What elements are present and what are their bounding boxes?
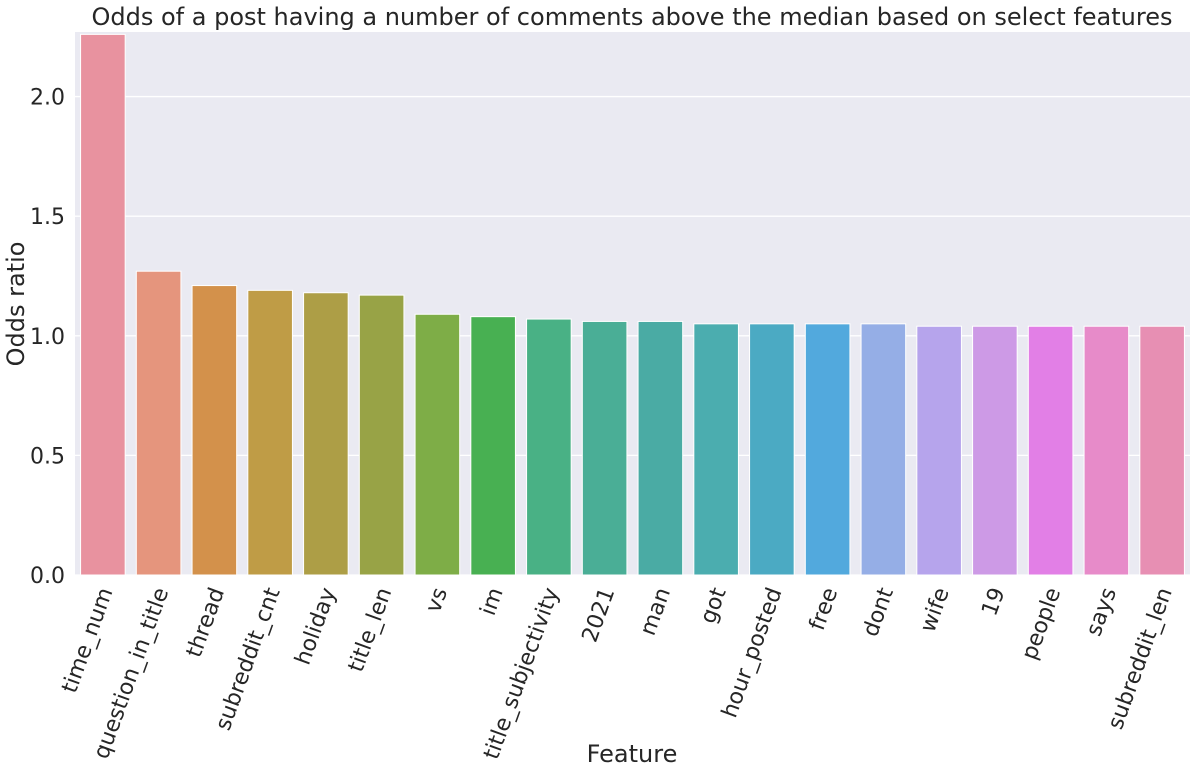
bar-man (637, 320, 684, 576)
x-tick-label: wife (916, 585, 955, 636)
x-tick-label: time_num (57, 585, 118, 697)
bar-says (1083, 325, 1130, 576)
bar-free (804, 323, 851, 576)
bar-subreddit_len (1139, 325, 1185, 576)
y-tick-label: 0.0 (30, 564, 65, 589)
bar-people (1027, 325, 1074, 576)
bar-dont (860, 323, 907, 576)
bar-vs (414, 313, 461, 576)
bar-subreddit_cnt (247, 289, 293, 576)
bar-wife (916, 325, 962, 576)
x-tick-label: says (1082, 585, 1122, 640)
bar-time_num (80, 33, 126, 576)
x-axis-label: Feature (587, 740, 678, 768)
x-tick-label: got (696, 584, 732, 627)
bar-question_in_title (135, 270, 182, 576)
x-tick-label: vs (421, 585, 453, 617)
x-tick-label: 2021 (578, 585, 621, 646)
x-tick-label: free (805, 585, 843, 634)
bar-thread (191, 285, 238, 576)
x-tick-label: dont (858, 584, 899, 640)
bars (80, 33, 1185, 576)
x-tick-label: im (476, 585, 509, 619)
plot-background (75, 32, 1190, 575)
y-tick-label: 2.0 (30, 86, 65, 111)
y-tick-label: 1.0 (30, 325, 65, 350)
bar-title_subjectivity (526, 318, 572, 576)
y-tick-labels: 0.0 0.5 1.0 1.5 2.0 (30, 86, 65, 589)
bar-hour_posted (749, 323, 795, 576)
x-tick-label: 19 (977, 585, 1010, 620)
bar-holiday (303, 292, 349, 576)
x-tick-label: title_len (344, 585, 397, 676)
chart-title: Odds of a post having a number of commen… (92, 3, 1173, 31)
y-tick-label: 0.5 (30, 444, 65, 469)
bar-title_len (358, 294, 405, 576)
bar-19 (972, 325, 1018, 576)
x-tick-label: hour_posted (717, 585, 787, 722)
bar-im (470, 316, 516, 576)
x-tick-label: man (636, 585, 676, 639)
y-axis-label: Odds ratio (2, 242, 30, 367)
y-tick-label: 1.5 (30, 205, 65, 230)
bar-2021 (581, 320, 628, 576)
x-tick-label: people (1017, 585, 1066, 664)
bar-got (693, 323, 739, 576)
x-tick-label: thread (182, 585, 230, 661)
x-tick-label: holiday (291, 585, 342, 669)
